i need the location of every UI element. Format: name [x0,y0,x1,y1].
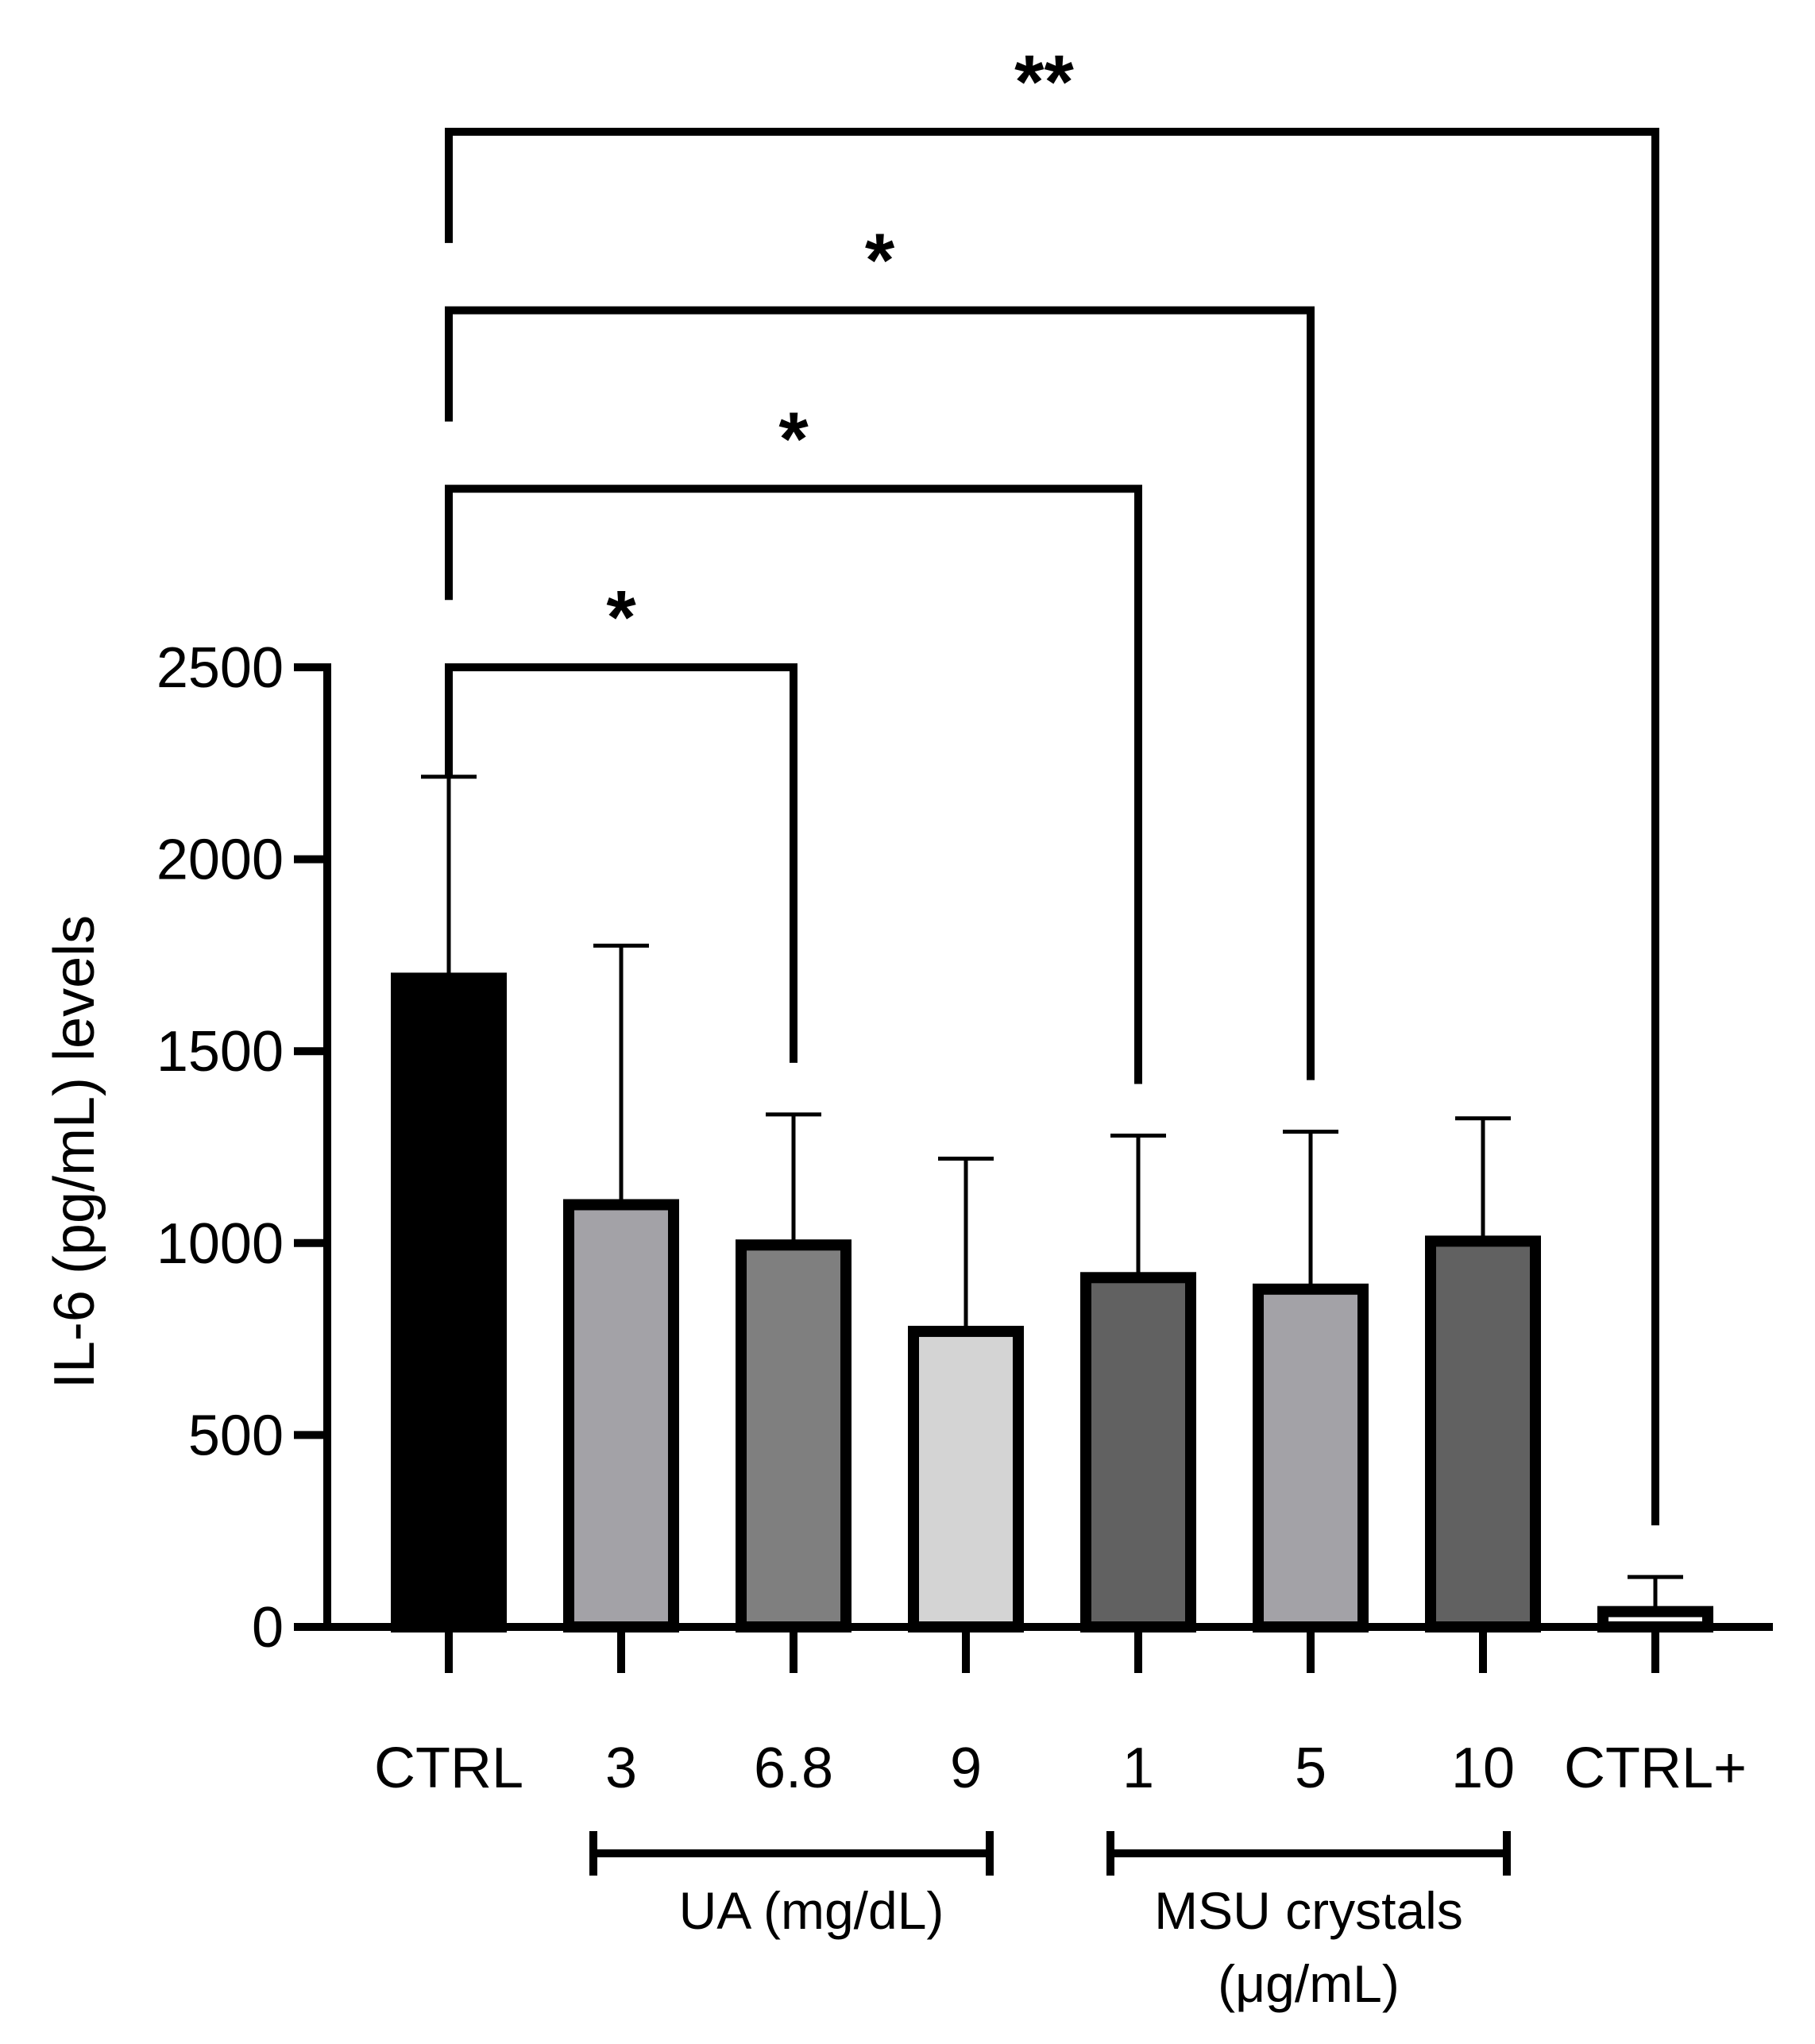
bar-1 [1080,1272,1196,1632]
y-axis-title: IL-6 (pg/mL) levels [43,915,106,1389]
bars [391,972,1713,1673]
bar-10 [1425,1235,1541,1633]
x-tick-label: CTRL [374,1737,523,1800]
bar-9 [908,1325,1024,1633]
significance-bracket [445,663,797,1063]
group-label: MSU crystals [1154,1881,1463,1940]
significance-brackets: ***** [445,40,1659,1526]
x-tick-label: 9 [950,1737,982,1800]
x-tick-label: 5 [1295,1737,1326,1800]
y-tick-label: 1000 [156,1212,284,1276]
error-bars [421,775,1683,1612]
significance-bracket [445,127,1659,1526]
significance-label: * [778,396,809,481]
bar-3 [563,1199,679,1632]
significance-bracket [445,306,1315,1080]
y-tick-label: 2000 [156,829,284,892]
significance-label: * [606,575,636,660]
bar-CTRL [391,972,507,1632]
bar-6.8 [736,1239,852,1632]
x-tick-label: 10 [1451,1737,1515,1800]
y-tick-label: 0 [252,1596,284,1660]
bar-5 [1253,1283,1369,1633]
x-tick-labels: CTRL 3 6.8 9 1 5 10 CTRL+ [374,1737,1747,1800]
y-tick-label: 1500 [156,1020,284,1084]
group-label-units: (μg/mL) [1218,1954,1400,2013]
x-tick-label: 1 [1122,1737,1154,1800]
significance-label: * [865,218,895,303]
x-tick-label: CTRL+ [1564,1737,1747,1800]
y-tick-label: 2500 [156,636,284,700]
significance-bracket [445,485,1142,1084]
x-tick-label: 6.8 [754,1737,833,1800]
axes [323,663,1773,1631]
y-tick-label: 500 [188,1404,284,1467]
x-tick-label: 3 [605,1737,637,1800]
significance-label: ** [1014,40,1074,125]
group-brackets: UA (mg/dL) MSU crystals (μg/mL) [589,1831,1511,2013]
y-axis-ticks: 0 500 1000 1500 2000 2500 [156,636,327,1660]
group-label: UA (mg/dL) [679,1881,944,1940]
